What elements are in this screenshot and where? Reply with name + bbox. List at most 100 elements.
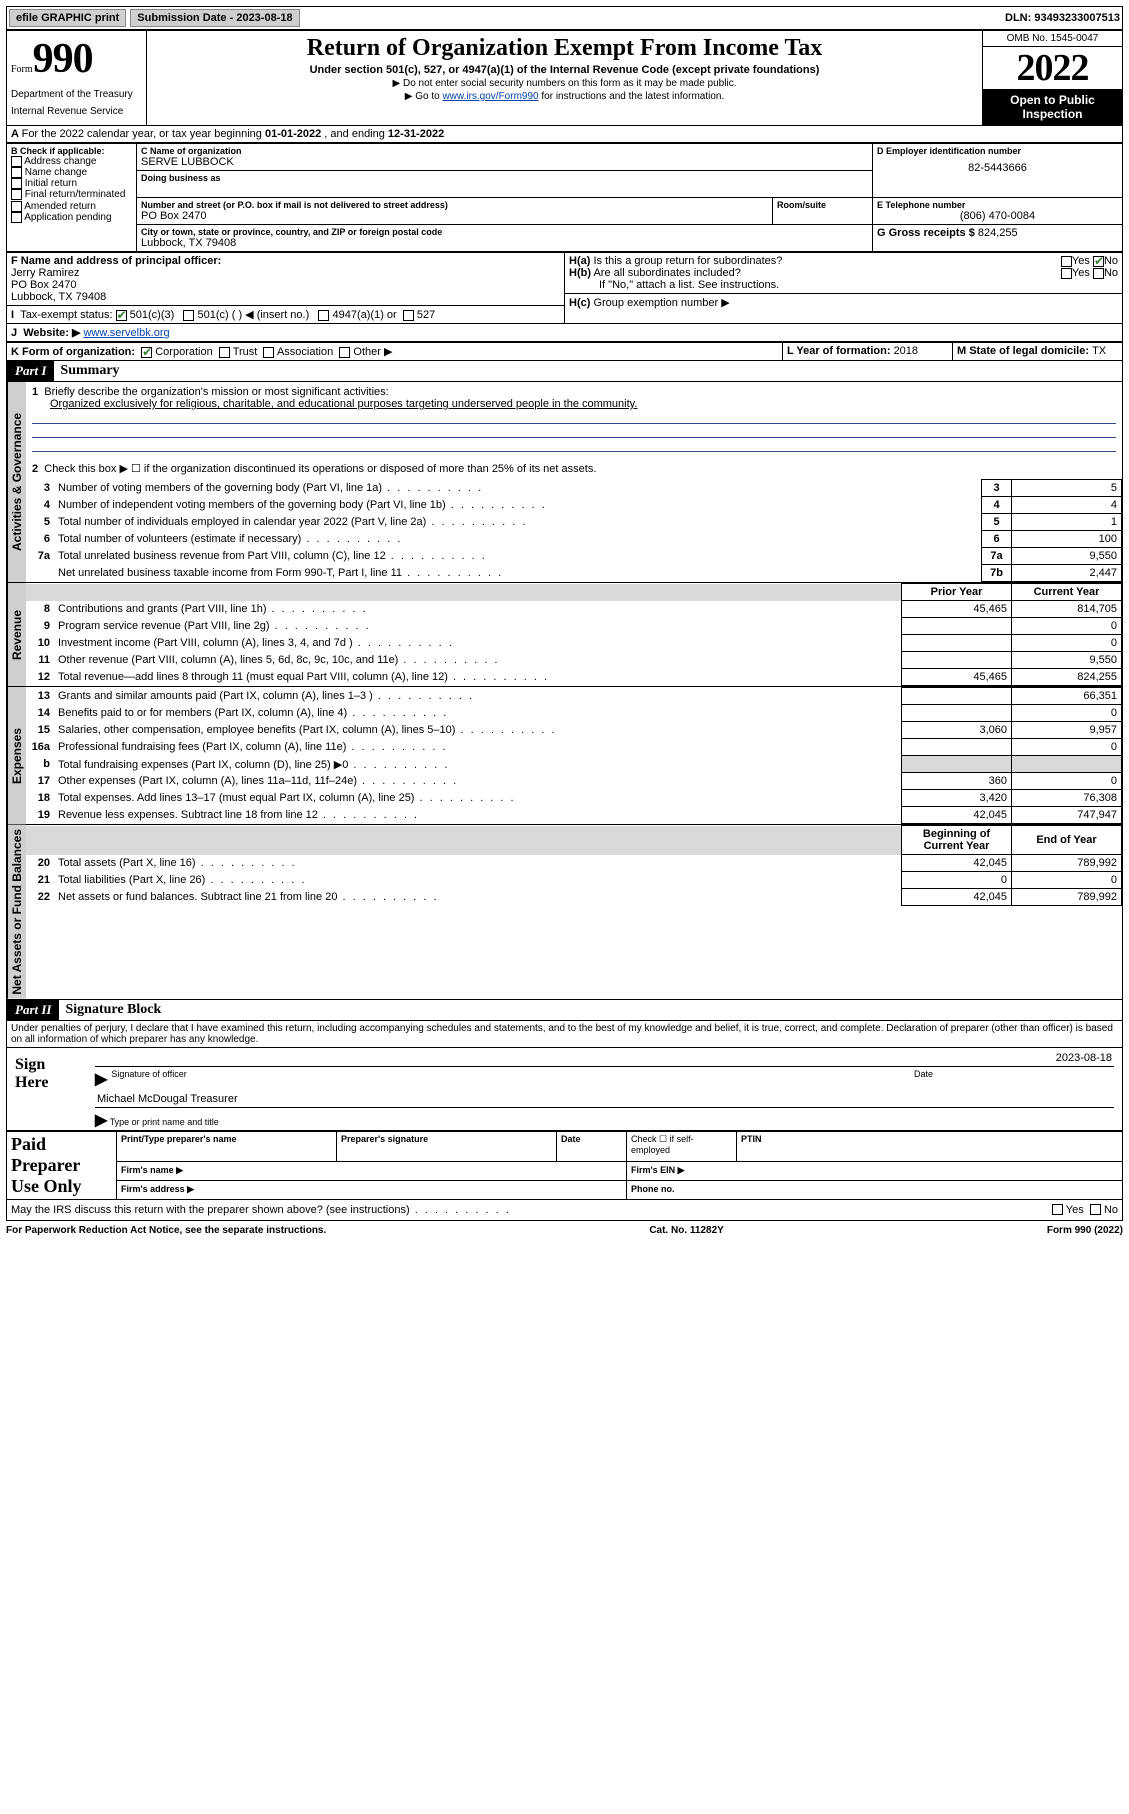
footer-right: Form 990 (2022) — [1047, 1225, 1123, 1236]
box-c-name: C Name of organization SERVE LUBBOCK — [137, 144, 873, 171]
box-k: K Form of organization: Corporation Trus… — [7, 343, 783, 361]
discuss-yes-checkbox[interactable] — [1052, 1204, 1063, 1215]
dln-label: DLN: — [1005, 12, 1034, 24]
ha-no-checkbox[interactable] — [1093, 256, 1104, 267]
line1-label: Briefly describe the organization's miss… — [44, 386, 388, 398]
may-irs-text: May the IRS discuss this return with the… — [11, 1204, 511, 1216]
b-option[interactable]: Name change — [11, 167, 132, 178]
tab-governance: Activities & Governance — [7, 382, 26, 582]
f-line1: Jerry Ramirez — [11, 267, 79, 279]
k-assoc-checkbox[interactable] — [263, 347, 274, 358]
efile-print-button[interactable]: efile GRAPHIC print — [9, 9, 126, 27]
part1-badge: Part I — [7, 361, 54, 381]
city-value: Lubbock, TX 79408 — [141, 237, 868, 249]
room-label: Room/suite — [777, 200, 868, 210]
hb-text: Are all subordinates included? — [593, 267, 740, 279]
perjury-declaration: Under penalties of perjury, I declare th… — [6, 1021, 1123, 1048]
b-option[interactable]: Application pending — [11, 212, 132, 223]
d-label: D Employer identification number — [877, 146, 1118, 156]
fhij-table: F Name and address of principal officer:… — [6, 252, 1123, 342]
sig-date-label: Date — [914, 1069, 1114, 1089]
i-label: Tax-exempt status: — [20, 309, 112, 321]
ptin-label: PTIN — [741, 1134, 1118, 1144]
street-value: PO Box 2470 — [141, 210, 768, 222]
firm-ein-label: Firm's EIN ▶ — [631, 1165, 685, 1175]
hb-no-checkbox[interactable] — [1093, 268, 1104, 279]
subdate-label: Submission Date - — [137, 12, 236, 24]
footer-left: For Paperwork Reduction Act Notice, see … — [6, 1225, 326, 1236]
a-end: 12-31-2022 — [388, 128, 444, 140]
m-label: M State of legal domicile: — [957, 345, 1092, 357]
e-label: E Telephone number — [877, 200, 1118, 210]
summary-revenue: Revenue Prior Year Current Year8 Contrib… — [6, 583, 1123, 687]
year-box: OMB No. 1545-0047 2022 Open to Public In… — [982, 31, 1122, 125]
org-name: SERVE LUBBOCK — [141, 156, 868, 168]
summary-netassets: Net Assets or Fund Balances Beginning of… — [6, 825, 1123, 1000]
f-line3: Lubbock, TX 79408 — [11, 291, 106, 303]
prep-sig-label: Preparer's signature — [341, 1134, 552, 1144]
tab-expenses: Expenses — [7, 687, 26, 824]
ha-yes-checkbox[interactable] — [1061, 256, 1072, 267]
g-value: 824,255 — [978, 227, 1018, 239]
discuss-no-checkbox[interactable] — [1090, 1204, 1101, 1215]
f-label: F Name and address of principal officer: — [11, 255, 221, 267]
part2-title: Signature Block — [59, 1002, 161, 1018]
prep-date-label: Date — [561, 1134, 622, 1144]
box-l: L Year of formation: 2018 — [783, 343, 953, 361]
irs-link[interactable]: www.irs.gov/Form990 — [442, 91, 538, 102]
klm-table: K Form of organization: Corporation Trus… — [6, 342, 1123, 361]
dln-value: 93493233007513 — [1034, 12, 1120, 24]
k-label: K Form of organization: — [11, 346, 135, 358]
l-val: 2018 — [894, 345, 918, 357]
box-i: I Tax-exempt status: 501(c)(3) 501(c) ( … — [7, 306, 565, 324]
sig-name-value: Michael McDougal Treasurer — [97, 1093, 238, 1105]
form-id-box: Form990 Department of the Treasury Inter… — [7, 31, 147, 125]
page-footer: For Paperwork Reduction Act Notice, see … — [6, 1225, 1123, 1236]
box-b: B Check if applicable: Address change Na… — [7, 144, 137, 252]
k-corp-checkbox[interactable] — [141, 347, 152, 358]
yes-label: Yes — [1066, 1204, 1084, 1216]
b-option[interactable]: Initial return — [11, 178, 132, 189]
g-label: G Gross receipts $ — [877, 227, 978, 239]
box-room: Room/suite — [773, 198, 873, 225]
sig-date-value: 2023-08-18 — [1056, 1052, 1112, 1064]
k-other-checkbox[interactable] — [339, 347, 350, 358]
website-link[interactable]: www.servelbk.org — [83, 327, 169, 339]
k-trust-checkbox[interactable] — [219, 347, 230, 358]
city-label: City or town, state or province, country… — [141, 227, 868, 237]
may-irs-row: May the IRS discuss this return with the… — [6, 1200, 1123, 1221]
hb-yes-checkbox[interactable] — [1061, 268, 1072, 279]
i-501c3-checkbox[interactable] — [116, 310, 127, 321]
mission-text: Organized exclusively for religious, cha… — [32, 398, 637, 410]
j-label: Website: ▶ — [23, 327, 80, 339]
subdate-value: 2023-08-18 — [236, 12, 292, 24]
b-option[interactable]: Address change — [11, 156, 132, 167]
box-g: G Gross receipts $ 824,255 — [873, 225, 1123, 252]
form-title-box: Return of Organization Exempt From Incom… — [147, 31, 982, 125]
box-f: F Name and address of principal officer:… — [7, 253, 565, 306]
box-e: E Telephone number (806) 470-0084 — [873, 198, 1123, 225]
i-527-checkbox[interactable] — [403, 310, 414, 321]
ha-no: No — [1104, 255, 1118, 267]
k-other: Other ▶ — [353, 346, 392, 358]
form-header: Form990 Department of the Treasury Inter… — [6, 30, 1123, 126]
dept-treasury: Department of the Treasury — [11, 89, 142, 100]
firm-addr-label: Firm's address ▶ — [121, 1184, 194, 1194]
omb-number: OMB No. 1545-0047 — [983, 31, 1122, 47]
line-a: A For the 2022 calendar year, or tax yea… — [6, 126, 1123, 143]
form-title: Return of Organization Exempt From Incom… — [155, 35, 974, 62]
i-501c-checkbox[interactable] — [183, 310, 194, 321]
goto-suffix: for instructions and the latest informat… — [539, 91, 725, 102]
part2-header: Part II Signature Block — [6, 1000, 1123, 1021]
sig-name-label: Type or print name and title — [110, 1117, 219, 1127]
i-4947-checkbox[interactable] — [318, 310, 329, 321]
k-assoc: Association — [277, 346, 333, 358]
b-option[interactable]: Amended return — [11, 201, 132, 212]
box-hc: H(c) Group exemption number ▶ — [565, 294, 1123, 324]
box-c-street: Number and street (or P.O. box if mail i… — [137, 198, 773, 225]
i-opt4: 527 — [417, 309, 435, 321]
b-option[interactable]: Final return/terminated — [11, 189, 132, 200]
box-d: D Employer identification number 82-5443… — [873, 144, 1123, 198]
sign-here-block: Sign Here 2023-08-18 ▶ Signature of offi… — [6, 1048, 1123, 1131]
sign-here-label: Sign Here — [7, 1048, 87, 1130]
